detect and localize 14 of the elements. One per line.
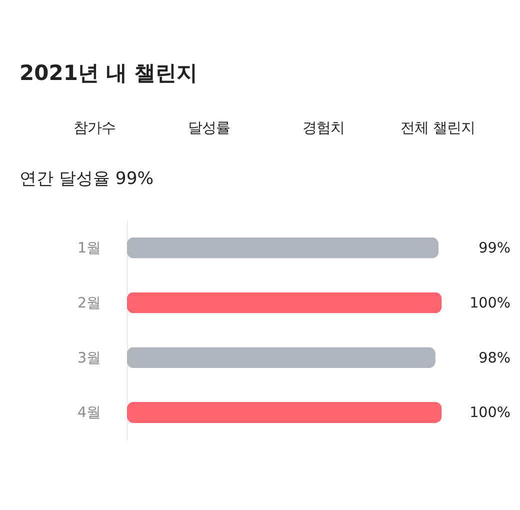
data-label: 100%: [470, 405, 510, 422]
chart-title: 2021년 내 챌린지: [20, 61, 198, 86]
data-label: 100%: [470, 296, 510, 312]
y-tick-label: 2월: [78, 296, 101, 312]
text: 참가수: [73, 120, 116, 137]
data-label: 98%: [478, 350, 510, 366]
y-tick-label: 1월: [78, 240, 101, 257]
chart-subtitle: 연간 달성율 99%: [20, 169, 154, 190]
text: 경험치: [302, 120, 344, 137]
y-tick-label: 4월: [78, 405, 101, 422]
y-tick-label: 3월: [78, 350, 101, 366]
text: 달성률: [188, 120, 230, 137]
text: 전체 챌린지: [400, 120, 476, 137]
data-label: 99%: [478, 240, 510, 257]
